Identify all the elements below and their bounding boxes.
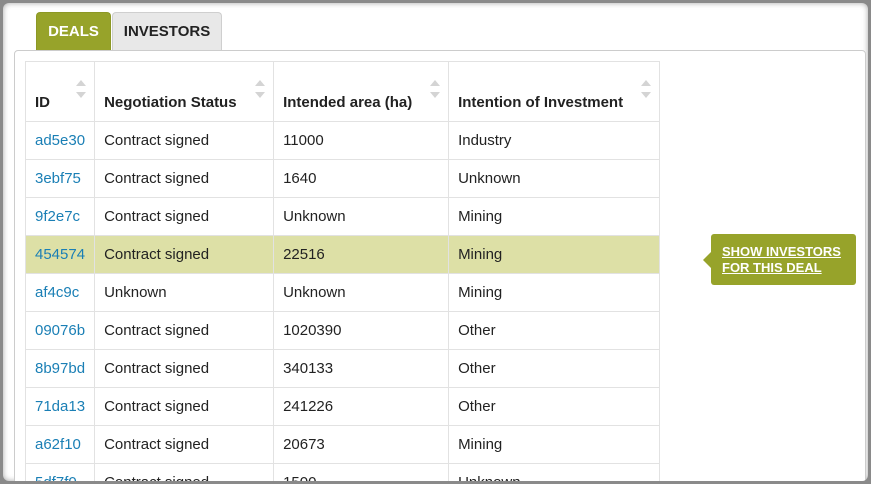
cell-intention: Unknown	[448, 463, 661, 481]
cell-area: Unknown	[273, 273, 450, 312]
column-header-label: Negotiation Status	[104, 94, 237, 111]
deal-id-link[interactable]: 8b97bd	[35, 360, 86, 377]
cell-status: Unknown	[94, 273, 275, 312]
table-row-selected[interactable]: 454574 Contract signed 22516 Mining	[24, 235, 661, 274]
cell-area: 340133	[273, 349, 450, 388]
show-investors-label-line1: SHOW INVESTORS	[722, 244, 841, 259]
show-investors-button[interactable]: SHOW INVESTORS FOR THIS DEAL	[711, 234, 856, 285]
column-header-label: Intended area (ha)	[283, 94, 413, 111]
column-header-id[interactable]: ID	[24, 61, 96, 122]
cell-id: 09076b	[24, 311, 96, 350]
table-row[interactable]: af4c9c Unknown Unknown Mining	[24, 273, 661, 312]
sort-icon[interactable]	[430, 80, 441, 100]
deal-id-link[interactable]: 454574	[35, 246, 86, 263]
table-row[interactable]: 3ebf75 Contract signed 1640 Unknown	[24, 159, 661, 198]
cell-status: Contract signed	[94, 463, 275, 481]
deal-id-link[interactable]: a62f10	[35, 436, 81, 453]
table-row[interactable]: 9f2e7c Contract signed Unknown Mining	[24, 197, 661, 236]
cell-status: Contract signed	[94, 311, 275, 350]
column-header-negotiation-status[interactable]: Negotiation Status	[94, 61, 275, 122]
sort-icon[interactable]	[255, 80, 266, 100]
table-row[interactable]: a62f10 Contract signed 20673 Mining	[24, 425, 661, 464]
cell-id: a62f10	[24, 425, 96, 464]
cell-intention: Industry	[448, 121, 661, 160]
cell-status: Contract signed	[94, 349, 275, 388]
deal-id-link[interactable]: ad5e30	[35, 132, 86, 149]
cell-status: Contract signed	[94, 425, 275, 464]
cell-intention: Mining	[448, 197, 661, 236]
deals-table: ID Negotiation Status Intended area (ha)…	[24, 61, 661, 481]
cell-id: 9f2e7c	[24, 197, 96, 236]
cell-id: 454574	[24, 235, 96, 274]
table-row[interactable]: 8b97bd Contract signed 340133 Other	[24, 349, 661, 388]
column-header-label: ID	[35, 94, 50, 111]
cell-intention: Mining	[448, 235, 661, 274]
cell-status: Contract signed	[94, 235, 275, 274]
tooltip-arrow	[703, 252, 711, 268]
deal-id-link[interactable]: 09076b	[35, 322, 86, 339]
cell-area: 1640	[273, 159, 450, 198]
cell-area: 11000	[273, 121, 450, 160]
column-header-intention[interactable]: Intention of Investment	[448, 61, 661, 122]
deal-id-link[interactable]: 5df7f0	[35, 474, 77, 481]
cell-status: Contract signed	[94, 387, 275, 426]
cell-intention: Mining	[448, 273, 661, 312]
cell-id: 5df7f0	[24, 463, 96, 481]
cell-id: af4c9c	[24, 273, 96, 312]
table-row[interactable]: 71da13 Contract signed 241226 Other	[24, 387, 661, 426]
table-row[interactable]: 09076b Contract signed 1020390 Other	[24, 311, 661, 350]
cell-status: Contract signed	[94, 197, 275, 236]
cell-area: Unknown	[273, 197, 450, 236]
tab-deals[interactable]: DEALS	[36, 12, 111, 52]
cell-status: Contract signed	[94, 121, 275, 160]
cell-id: 8b97bd	[24, 349, 96, 388]
show-investors-label-line2: FOR THIS DEAL	[722, 260, 822, 275]
cell-area: 20673	[273, 425, 450, 464]
cell-area: 22516	[273, 235, 450, 274]
cell-intention: Mining	[448, 425, 661, 464]
table-header-row: ID Negotiation Status Intended area (ha)…	[24, 61, 661, 122]
deal-id-link[interactable]: 9f2e7c	[35, 208, 81, 225]
window-frame: DEALS INVESTORS ID Negotiation Status In…	[3, 3, 868, 481]
tab-investors[interactable]: INVESTORS	[112, 12, 222, 51]
cell-intention: Other	[448, 311, 661, 350]
deal-id-link[interactable]: 3ebf75	[35, 170, 81, 187]
sort-icon[interactable]	[76, 80, 87, 100]
cell-area: 1020390	[273, 311, 450, 350]
column-header-intended-area[interactable]: Intended area (ha)	[273, 61, 450, 122]
deal-id-link[interactable]: 71da13	[35, 398, 86, 415]
cell-intention: Other	[448, 387, 661, 426]
cell-id: 3ebf75	[24, 159, 96, 198]
table-row[interactable]: ad5e30 Contract signed 11000 Industry	[24, 121, 661, 160]
column-header-label: Intention of Investment	[458, 94, 624, 111]
cell-id: ad5e30	[24, 121, 96, 160]
cell-intention: Other	[448, 349, 661, 388]
table-row[interactable]: 5df7f0 Contract signed 1500 Unknown	[24, 463, 661, 481]
cell-area: 1500	[273, 463, 450, 481]
cell-intention: Unknown	[448, 159, 661, 198]
deal-id-link[interactable]: af4c9c	[35, 284, 80, 301]
cell-id: 71da13	[24, 387, 96, 426]
cell-status: Contract signed	[94, 159, 275, 198]
cell-area: 241226	[273, 387, 450, 426]
sort-icon[interactable]	[641, 80, 652, 100]
